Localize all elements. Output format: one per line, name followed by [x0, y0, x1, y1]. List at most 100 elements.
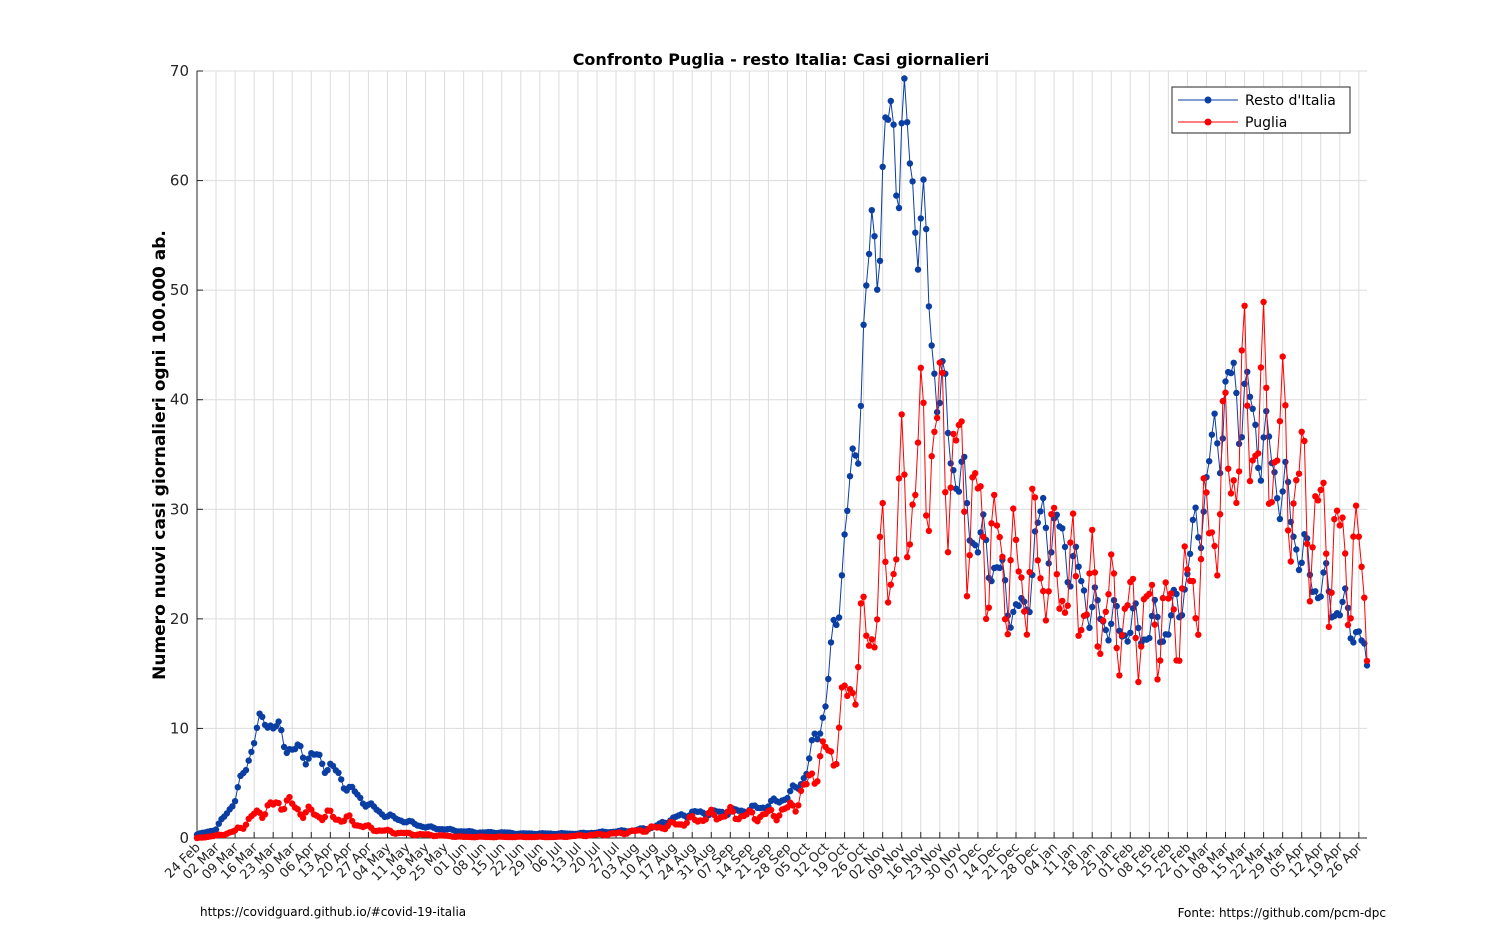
data-point	[909, 501, 916, 508]
data-point	[1309, 544, 1316, 551]
data-point	[242, 821, 250, 828]
data-point	[1225, 465, 1232, 472]
chart-title: Confronto Puglia - resto Italia: Casi gi…	[573, 50, 990, 69]
data-point	[816, 753, 824, 760]
data-point	[942, 489, 949, 496]
data-point	[1162, 579, 1169, 586]
data-point	[1195, 631, 1202, 638]
data-point	[702, 816, 709, 823]
data-point	[879, 163, 886, 170]
data-point	[294, 806, 301, 813]
data-point	[346, 812, 353, 819]
data-point	[1298, 559, 1305, 566]
data-point	[928, 453, 935, 460]
data-point	[1290, 500, 1297, 507]
data-point	[1271, 469, 1278, 476]
legend-item: Resto d'Italia	[1178, 93, 1336, 109]
data-point	[865, 250, 873, 258]
data-point	[1020, 608, 1028, 615]
data-point	[1050, 504, 1058, 512]
data-point	[1094, 643, 1101, 650]
data-point	[1320, 569, 1327, 576]
data-point	[708, 806, 715, 813]
data-point	[1214, 572, 1221, 579]
data-point	[925, 527, 933, 535]
data-point	[1233, 499, 1240, 507]
data-point	[1361, 594, 1368, 601]
data-point	[792, 808, 799, 815]
data-point	[1284, 478, 1292, 486]
data-point	[912, 491, 919, 499]
data-point	[833, 621, 840, 629]
data-point	[1091, 584, 1099, 591]
data-point	[767, 806, 775, 814]
data-point	[1001, 616, 1009, 623]
data-point	[1279, 488, 1286, 495]
data-point	[1124, 638, 1131, 645]
data-point	[1312, 588, 1319, 595]
data-point	[1029, 485, 1036, 492]
data-point	[1336, 612, 1344, 619]
data-point	[955, 488, 963, 495]
data-point	[1257, 477, 1265, 484]
data-point	[1263, 384, 1270, 391]
data-point	[884, 116, 892, 123]
data-point	[1257, 364, 1265, 371]
data-point	[286, 793, 293, 801]
data-point	[1260, 434, 1267, 441]
data-point	[893, 556, 900, 563]
data-point	[876, 533, 884, 540]
data-point	[259, 713, 266, 721]
data-point	[784, 804, 791, 811]
legend-swatch-marker	[1204, 96, 1212, 104]
data-point	[1023, 631, 1031, 638]
data-point	[887, 97, 894, 105]
data-point	[803, 780, 810, 788]
data-point	[357, 794, 364, 802]
data-point	[1363, 657, 1371, 665]
y-tick-label: 70	[170, 62, 189, 80]
data-point	[950, 430, 957, 438]
data-point	[814, 736, 821, 743]
data-point	[912, 229, 919, 236]
data-point	[1268, 499, 1276, 506]
data-point	[1214, 440, 1221, 447]
data-point	[808, 737, 816, 744]
data-point	[928, 342, 935, 349]
data-point	[212, 826, 220, 833]
data-point	[961, 508, 968, 515]
data-point	[819, 714, 826, 721]
data-point	[1007, 624, 1014, 631]
data-point	[1211, 410, 1218, 417]
y-tick-label: 10	[170, 719, 189, 737]
data-point	[1078, 577, 1085, 585]
data-point	[1089, 603, 1096, 611]
legend-label: Resto d'Italia	[1245, 93, 1336, 109]
data-point	[1317, 486, 1324, 494]
data-point	[876, 257, 884, 264]
data-point	[893, 192, 900, 199]
data-point	[302, 809, 309, 816]
data-point	[1031, 494, 1039, 501]
data-point	[1018, 574, 1025, 581]
data-point	[1040, 587, 1047, 595]
data-point	[242, 766, 250, 774]
data-point	[305, 755, 312, 762]
data-point	[1045, 588, 1052, 595]
data-point	[1255, 450, 1262, 457]
data-point	[852, 701, 859, 708]
data-point	[1176, 657, 1183, 664]
data-point	[1108, 620, 1115, 627]
data-point	[1233, 389, 1240, 397]
data-point	[1108, 551, 1115, 558]
data-point	[278, 726, 285, 734]
data-point	[904, 119, 911, 126]
data-point	[835, 614, 843, 621]
data-point	[1227, 490, 1235, 497]
y-tick-label: 40	[170, 391, 189, 409]
data-point	[1072, 543, 1080, 550]
data-point	[860, 321, 867, 328]
data-point	[261, 811, 269, 818]
data-point	[1293, 477, 1300, 484]
data-point	[1208, 529, 1216, 536]
